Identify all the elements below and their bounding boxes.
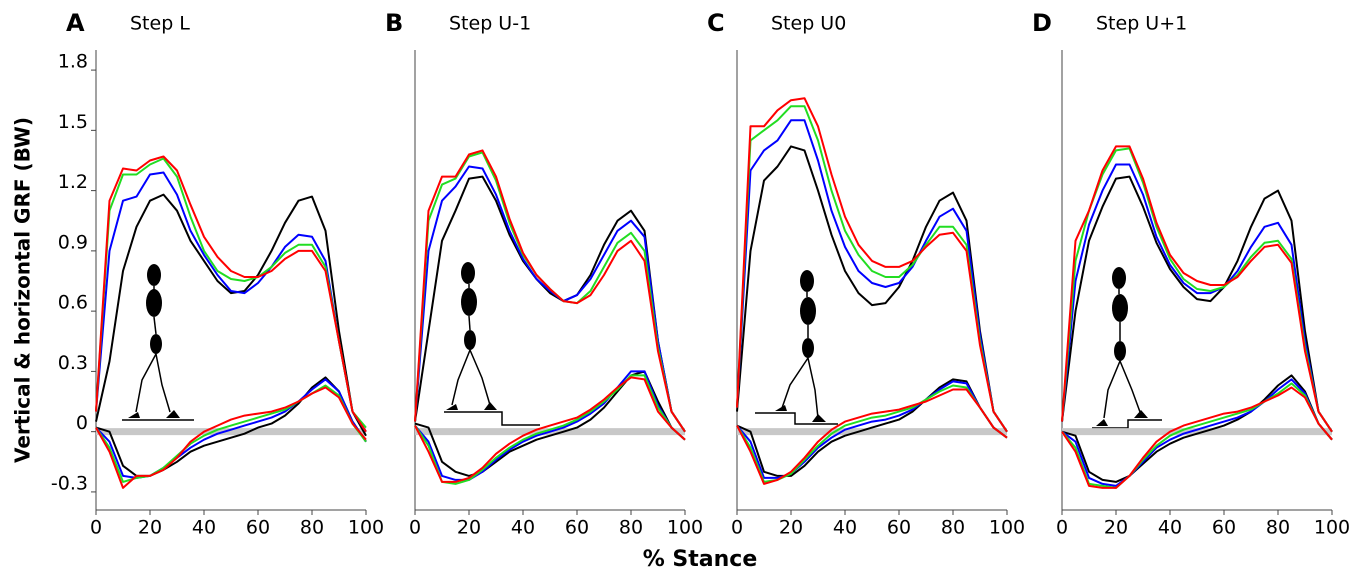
- x-tick-label: 100: [667, 517, 703, 539]
- x-tick-label: 60: [1212, 517, 1236, 539]
- x-tick-label: 60: [246, 517, 270, 539]
- y-tick-label: 0.3: [58, 352, 88, 374]
- x-tick-label: 20: [779, 517, 803, 539]
- x-tick-label: 0: [731, 517, 743, 539]
- x-tick-label: 100: [989, 517, 1025, 539]
- series-line: [414, 165, 686, 433]
- x-tick-label: 20: [138, 517, 162, 539]
- x-tick-label: 100: [348, 517, 384, 539]
- panel-label: B: [385, 9, 403, 37]
- x-axis-label: % Stance: [643, 547, 758, 572]
- series-line: [1061, 163, 1333, 433]
- x-tick-label: 60: [565, 517, 589, 539]
- x-tick-label: 100: [1314, 517, 1350, 539]
- series-line: [736, 388, 1008, 485]
- y-tick-label: 0.6: [58, 292, 88, 314]
- x-tick-label: 80: [300, 517, 324, 539]
- figure-icon: [122, 264, 194, 421]
- x-tick-label: 40: [1158, 517, 1182, 539]
- figure-icon: [755, 270, 838, 425]
- series-line: [95, 384, 367, 483]
- y-axis-label: Vertical & horizontal GRF (BW): [11, 117, 35, 463]
- x-tick-label: 0: [90, 517, 102, 539]
- series-line: [95, 171, 367, 433]
- x-tick-label: 0: [409, 517, 421, 539]
- series-line: [1061, 382, 1333, 489]
- x-tick-label: 40: [511, 517, 535, 539]
- series-line: [95, 386, 367, 489]
- x-tick-label: 20: [457, 517, 481, 539]
- panel-label: C: [707, 9, 725, 37]
- x-tick-label: 0: [1056, 517, 1068, 539]
- figure-icon: [444, 262, 540, 426]
- series-line: [1061, 145, 1333, 433]
- x-tick-label: 80: [941, 517, 965, 539]
- series-line: [95, 376, 367, 477]
- series-line: [414, 376, 686, 483]
- series-line: [736, 119, 1008, 433]
- series-line: [1061, 374, 1333, 483]
- x-tick-label: 80: [619, 517, 643, 539]
- series-line: [736, 378, 1008, 477]
- panel-title: Step U+1: [1096, 13, 1187, 35]
- panel-title: Step L: [130, 13, 190, 35]
- panel-title: Step U-1: [449, 13, 531, 35]
- y-tick-label: 1.2: [58, 171, 88, 193]
- series-line: [1061, 378, 1333, 487]
- series-line: [736, 105, 1008, 433]
- series-line: [95, 157, 367, 429]
- y-tick-label: 1.8: [58, 51, 88, 73]
- series-line: [736, 145, 1008, 433]
- series-line: [414, 374, 686, 485]
- panel-title: Step U0: [771, 13, 846, 35]
- y-tick-label: 0: [76, 412, 88, 434]
- series-line: [95, 193, 367, 437]
- panel-label: D: [1032, 9, 1052, 37]
- y-tick-label: 1.5: [58, 111, 88, 133]
- x-tick-label: 40: [192, 517, 216, 539]
- x-tick-label: 60: [887, 517, 911, 539]
- series-line: [414, 149, 686, 433]
- figure-icon: [1092, 267, 1162, 429]
- x-tick-label: 40: [833, 517, 857, 539]
- y-tick-label: -0.3: [51, 472, 88, 494]
- series-line: [414, 175, 686, 433]
- series-line: [1061, 386, 1333, 489]
- series-line: [1061, 147, 1333, 433]
- panel-label: A: [66, 9, 85, 37]
- series-line: [736, 97, 1008, 433]
- x-tick-label: 20: [1104, 517, 1128, 539]
- series-line: [95, 155, 367, 433]
- series-line: [1061, 175, 1333, 433]
- series-line: [414, 370, 686, 477]
- y-tick-label: 0.9: [58, 231, 88, 253]
- x-tick-label: 80: [1266, 517, 1290, 539]
